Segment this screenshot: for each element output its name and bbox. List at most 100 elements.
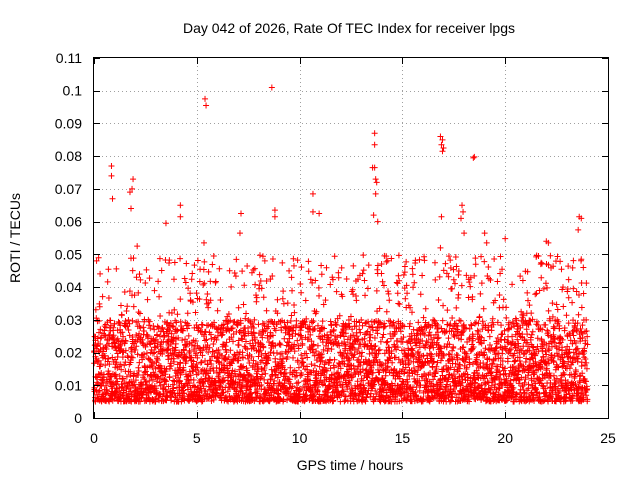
data-point	[502, 235, 509, 242]
data-point	[117, 341, 124, 348]
data-point	[201, 258, 208, 265]
data-point	[376, 346, 383, 353]
data-point	[105, 294, 112, 301]
data-point	[244, 346, 251, 353]
data-point	[479, 326, 486, 333]
data-point	[553, 350, 560, 357]
data-point	[492, 297, 499, 304]
data-point	[400, 272, 407, 279]
data-point	[349, 387, 356, 394]
data-point	[239, 354, 246, 361]
data-point	[457, 318, 464, 325]
data-point	[466, 334, 473, 341]
data-point	[371, 130, 378, 137]
data-point	[565, 294, 572, 301]
data-point	[311, 325, 318, 332]
data-point	[449, 285, 456, 292]
data-point	[357, 329, 364, 336]
data-point	[274, 374, 281, 381]
data-point	[416, 377, 423, 384]
data-point	[359, 270, 366, 277]
data-point	[422, 319, 429, 326]
data-point	[142, 368, 149, 375]
data-point	[203, 369, 210, 376]
data-point	[342, 397, 349, 404]
data-point	[106, 361, 113, 368]
data-point	[143, 350, 150, 357]
data-point	[494, 278, 501, 285]
data-point	[120, 333, 127, 340]
data-point	[218, 332, 225, 339]
data-point	[168, 397, 175, 404]
data-point	[395, 325, 402, 332]
data-point	[503, 314, 510, 321]
data-point	[414, 371, 421, 378]
data-point	[499, 357, 506, 364]
data-point	[184, 373, 191, 380]
data-point	[459, 376, 466, 383]
data-point	[229, 324, 236, 331]
data-point	[354, 276, 361, 283]
data-point	[168, 309, 175, 316]
data-point	[133, 274, 140, 281]
data-point	[302, 321, 309, 328]
data-point	[462, 325, 469, 332]
data-point	[140, 351, 147, 358]
data-point	[174, 353, 181, 360]
data-point	[516, 330, 523, 337]
data-point	[201, 333, 208, 340]
data-point	[472, 255, 479, 262]
data-point	[555, 318, 562, 325]
data-point	[478, 340, 485, 347]
data-point	[546, 347, 553, 354]
axis-ticks	[94, 58, 609, 419]
data-point	[513, 391, 520, 398]
data-point	[448, 327, 455, 334]
data-point	[123, 373, 130, 380]
data-point	[238, 210, 245, 217]
data-point	[316, 210, 323, 217]
data-point	[136, 359, 143, 366]
data-point	[224, 388, 231, 395]
data-point	[431, 373, 438, 380]
data-point	[215, 347, 222, 354]
data-point	[332, 321, 339, 328]
data-point	[453, 304, 460, 311]
data-point	[420, 395, 427, 402]
data-point	[536, 390, 543, 397]
data-point	[319, 357, 326, 364]
data-point	[499, 266, 506, 273]
data-point	[459, 329, 466, 336]
data-point	[517, 273, 524, 280]
data-point	[248, 269, 255, 276]
data-point	[477, 363, 484, 370]
data-point	[241, 332, 248, 339]
data-point	[372, 343, 379, 350]
data-point	[309, 386, 316, 393]
data-point	[527, 364, 534, 371]
data-point	[411, 375, 418, 382]
data-point	[175, 334, 182, 341]
data-point	[528, 375, 535, 382]
data-point	[384, 338, 391, 345]
data-point	[143, 266, 150, 273]
data-point	[299, 340, 306, 347]
data-point	[309, 279, 316, 286]
data-point	[329, 383, 336, 390]
data-point	[547, 393, 554, 400]
data-point	[196, 296, 203, 303]
data-point	[280, 300, 287, 307]
data-point	[131, 292, 138, 299]
data-point	[185, 322, 192, 329]
data-point	[445, 351, 452, 358]
data-point	[539, 326, 546, 333]
data-point	[410, 284, 417, 291]
data-point	[575, 226, 582, 233]
data-point	[333, 370, 340, 377]
data-point	[163, 378, 170, 385]
data-point	[373, 327, 380, 334]
data-point	[170, 323, 177, 330]
data-point	[97, 361, 104, 368]
data-point	[104, 278, 111, 285]
y-tick-label: 0.09	[55, 115, 82, 131]
